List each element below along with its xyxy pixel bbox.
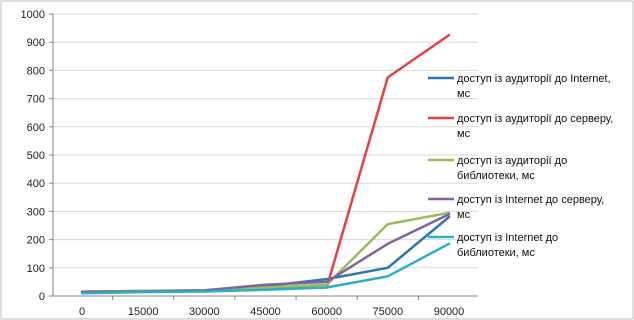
legend-label: доступ із аудиторії до библиотеки, мс <box>457 155 567 182</box>
y-tick-label: 900 <box>27 37 45 49</box>
y-tick-label: 1000 <box>21 9 45 21</box>
y-tick-label: 800 <box>27 65 45 77</box>
x-tick-label: 90000 <box>434 306 465 318</box>
x-tick-label: 60000 <box>311 306 342 318</box>
legend: доступ із аудиторії до Internet, мс доступ… <box>428 73 613 259</box>
y-tick-label: 200 <box>27 235 45 247</box>
x-tick-label: 15000 <box>128 306 159 318</box>
y-tick-label: 400 <box>27 178 45 190</box>
y-tick-label: 500 <box>27 150 45 162</box>
series-line <box>80 242 451 295</box>
x-tick-label: 0 <box>79 306 85 318</box>
legend-label: доступ із Internet до серверу, мс <box>457 194 604 221</box>
axes: 0 100 200 300 400 500 600 700 800 900 1000 0 15000 30… <box>21 9 478 318</box>
legend-label: доступ із аудиторії до Internet, мс <box>457 73 611 100</box>
x-tick-label: 30000 <box>189 306 220 318</box>
y-tick-label: 300 <box>27 206 45 218</box>
legend-label: доступ із Internet до библиотеки, мс <box>457 232 558 259</box>
x-tick-label: 45000 <box>250 306 281 318</box>
gridlines <box>53 13 478 269</box>
y-tick-label: 0 <box>39 291 45 303</box>
series-lines <box>80 33 451 295</box>
x-tick-label: 75000 <box>373 306 404 318</box>
y-tick-label: 700 <box>27 94 45 106</box>
legend-label: доступ із аудиторії до серверу, мс <box>457 113 613 140</box>
y-tick-label: 600 <box>27 122 45 134</box>
y-tick-label: 100 <box>27 263 45 275</box>
